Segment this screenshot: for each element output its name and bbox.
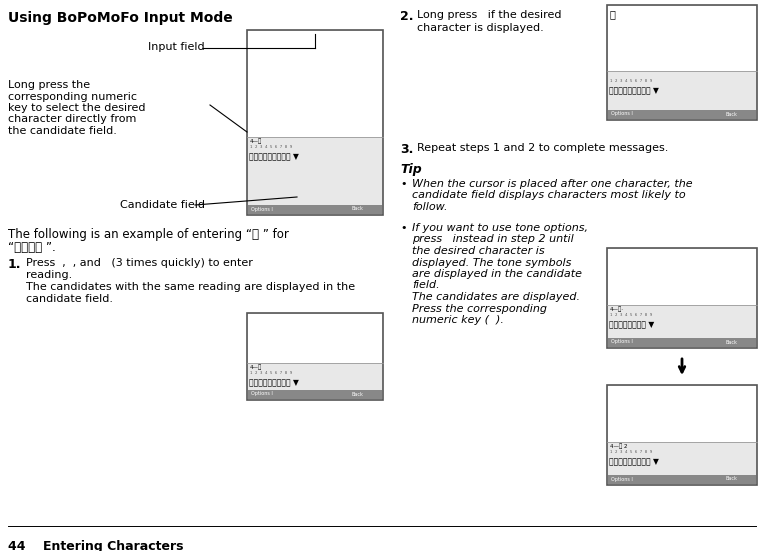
Text: 1  2  3  4  5  6  7  8  9: 1 2 3 4 5 6 7 8 9 xyxy=(610,450,652,454)
Bar xyxy=(608,386,756,442)
Text: press   instead in step 2 until: press instead in step 2 until xyxy=(412,235,574,245)
Text: displayed. The tone symbols: displayed. The tone symbols xyxy=(412,257,571,267)
Text: Options l: Options l xyxy=(611,339,633,344)
Text: When the cursor is placed after one character, the: When the cursor is placed after one char… xyxy=(412,179,693,189)
Text: Long press the: Long press the xyxy=(8,80,90,90)
Text: corresponding numeric: corresponding numeric xyxy=(8,91,137,101)
Bar xyxy=(607,248,757,348)
Text: reading.: reading. xyxy=(26,270,73,280)
Text: •: • xyxy=(400,179,406,189)
Text: Options l: Options l xyxy=(611,477,633,482)
Bar xyxy=(608,110,756,119)
Text: Back: Back xyxy=(725,339,737,344)
Text: If you want to use tone options,: If you want to use tone options, xyxy=(412,223,588,233)
Text: •: • xyxy=(400,223,406,233)
Bar xyxy=(248,31,382,137)
Text: The candidates are displayed.: The candidates are displayed. xyxy=(412,292,580,302)
Text: Back: Back xyxy=(725,111,737,116)
Bar xyxy=(607,385,757,485)
Bar xyxy=(247,30,383,215)
Text: Back: Back xyxy=(725,477,737,482)
Text: Using BoPoMoFo Input Mode: Using BoPoMoFo Input Mode xyxy=(8,11,233,25)
Text: 44    Entering Characters: 44 Entering Characters xyxy=(8,540,183,551)
Text: Press the corresponding: Press the corresponding xyxy=(412,304,547,314)
Bar xyxy=(248,314,382,363)
Text: Tip: Tip xyxy=(400,163,422,176)
Text: the candidate field.: the candidate field. xyxy=(8,126,117,136)
Text: “節日歡樂 ”.: “節日歡樂 ”. xyxy=(8,241,56,254)
Text: 4—也: 4—也 xyxy=(250,138,262,144)
Text: field.: field. xyxy=(412,280,439,290)
Text: 省目奏錄日氶約拍能 ▼: 省目奏錄日氶約拍能 ▼ xyxy=(609,86,659,95)
Text: Options l: Options l xyxy=(611,111,633,116)
Text: 1  2  3  4  5  6  7  8  9: 1 2 3 4 5 6 7 8 9 xyxy=(610,79,652,83)
Text: The candidates with the same reading are displayed in the: The candidates with the same reading are… xyxy=(26,282,355,292)
Text: follow.: follow. xyxy=(412,202,448,212)
Bar xyxy=(608,6,756,71)
Bar xyxy=(608,338,756,347)
Text: candidate field displays characters most likely to: candidate field displays characters most… xyxy=(412,191,685,201)
Text: 4—也·: 4—也· xyxy=(610,306,624,312)
Text: 接近介紹接受結婚 ▼: 接近介紹接受結婚 ▼ xyxy=(609,320,654,329)
Text: 1  2  3  4  5  6  7  8  9: 1 2 3 4 5 6 7 8 9 xyxy=(250,371,293,375)
Text: Press  ,  , and   (3 times quickly) to enter: Press , , and (3 times quickly) to enter xyxy=(26,258,253,268)
Bar xyxy=(608,475,756,484)
Text: numeric key (  ).: numeric key ( ). xyxy=(412,315,504,325)
Text: are displayed in the candidate: are displayed in the candidate xyxy=(412,269,582,279)
Text: 接界解結節皆介階街 ▼: 接界解結節皆介階街 ▼ xyxy=(249,152,299,161)
Text: Options l: Options l xyxy=(251,207,273,212)
Text: Options l: Options l xyxy=(251,392,273,397)
Bar xyxy=(607,5,757,120)
Text: 3.: 3. xyxy=(400,143,413,156)
Text: Back: Back xyxy=(351,207,363,212)
Text: 結節助捧截偉們潄杰 ▼: 結節助捧截偉們潄杰 ▼ xyxy=(609,457,659,466)
Text: 1  2  3  4  5  6  7  8  9: 1 2 3 4 5 6 7 8 9 xyxy=(610,313,652,317)
Text: Candidate field: Candidate field xyxy=(120,200,205,210)
Text: 接界解結節皆介階街 ▼: 接界解結節皆介階街 ▼ xyxy=(249,378,299,387)
Text: Repeat steps 1 and 2 to complete messages.: Repeat steps 1 and 2 to complete message… xyxy=(417,143,668,153)
Text: 2.: 2. xyxy=(400,10,413,23)
Text: character is displayed.: character is displayed. xyxy=(417,23,544,33)
Bar xyxy=(248,390,382,399)
Text: the desired character is: the desired character is xyxy=(412,246,545,256)
Text: candidate field.: candidate field. xyxy=(26,294,113,304)
Text: character directly from: character directly from xyxy=(8,115,137,125)
Text: 節: 節 xyxy=(610,9,616,19)
Bar xyxy=(608,249,756,305)
Text: Back: Back xyxy=(351,392,363,397)
Text: 4—也: 4—也 xyxy=(250,364,262,370)
Text: Long press   if the desired: Long press if the desired xyxy=(417,10,562,20)
Text: 1.: 1. xyxy=(8,258,21,271)
Bar xyxy=(247,313,383,400)
Text: The following is an example of entering “節 ” for: The following is an example of entering … xyxy=(8,228,289,241)
Text: key to select the desired: key to select the desired xyxy=(8,103,145,113)
Text: 4—也 2: 4—也 2 xyxy=(610,443,627,449)
Bar xyxy=(248,205,382,214)
Text: 1  2  3  4  5  6  7  8  9: 1 2 3 4 5 6 7 8 9 xyxy=(250,145,293,149)
Text: Input field: Input field xyxy=(148,42,205,52)
